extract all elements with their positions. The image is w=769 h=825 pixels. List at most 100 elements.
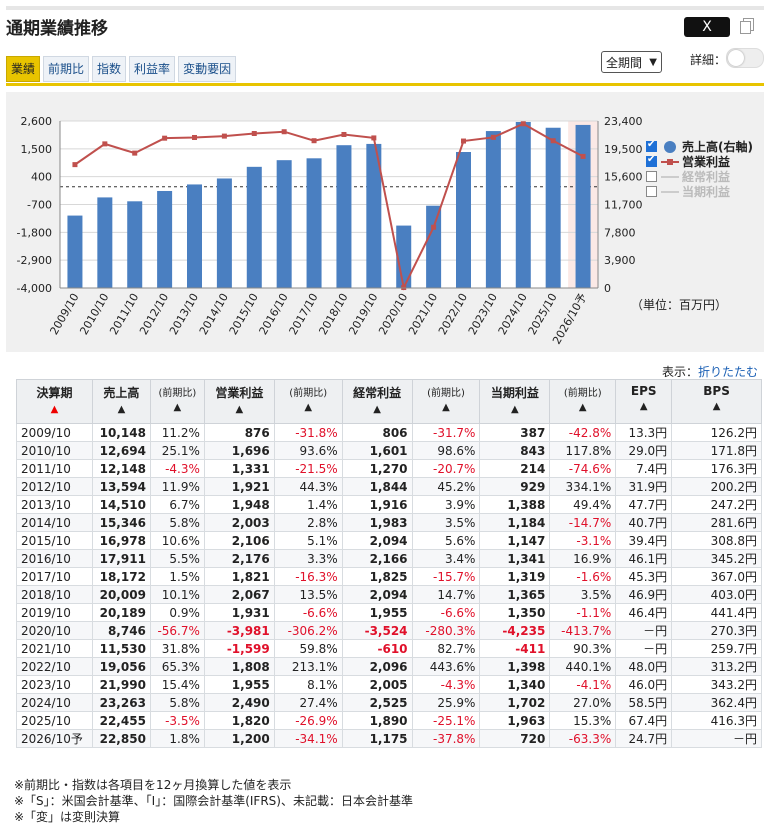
col-operating-yoy[interactable]: (前期比) ▲ [273, 379, 343, 424]
table-cell: -20.7% [411, 459, 481, 478]
table-cell: 24.7円 [615, 729, 673, 748]
operating-profit-point [251, 130, 257, 136]
period-select-value: 全期間 [606, 56, 643, 70]
table-cell: 806 [341, 423, 413, 442]
table-cell: 1,365 [479, 585, 551, 604]
table-cell: 2018/10 [16, 585, 93, 604]
legend-net[interactable]: 当期利益 [646, 184, 753, 199]
table-cell: 21,990 [91, 675, 151, 694]
table-cell: 39.4円 [615, 531, 673, 550]
earnings-chart: 2,600 23,400 1,500 19,500 400 15,600 -700 11,70… [17, 115, 643, 347]
right-tick-label: 11,700 [604, 199, 643, 212]
table-cell: 3.5% [549, 585, 617, 604]
operating-profit-point [162, 135, 168, 141]
table-cell: 17,911 [91, 549, 151, 568]
sales-bar [426, 205, 442, 288]
table-cell: 3.9% [411, 495, 481, 514]
table-cell: 10.6% [149, 531, 205, 550]
table-cell: 46.4円 [615, 603, 673, 622]
legend-operating-checkbox[interactable] [646, 154, 657, 167]
tab-yoy[interactable]: 前期比 [43, 56, 90, 82]
sales-bar [187, 184, 202, 288]
table-cell: 0.9% [149, 603, 205, 622]
table-cell: 20,009 [91, 585, 151, 604]
table-cell: 6.7% [149, 495, 205, 514]
table-cell: 46.0円 [615, 675, 673, 694]
table-cell: 59.8% [273, 639, 343, 658]
sales-bar [246, 166, 262, 288]
table-cell: 1,844 [341, 477, 413, 496]
table-cell: 2016/10 [16, 549, 93, 568]
table-cell: 2,176 [203, 549, 275, 568]
table-cell: 1,825 [341, 567, 413, 586]
table-cell: 47.7円 [615, 495, 673, 514]
table-cell: 5.8% [149, 513, 205, 532]
legend-sales[interactable]: 売上高(右軸) [646, 139, 753, 154]
table-cell: 247.2円 [671, 495, 762, 514]
detail-toggle[interactable] [726, 48, 764, 68]
tab-results[interactable]: 業績 [6, 56, 41, 82]
table-cell: 11.2% [149, 423, 205, 442]
table-cell: -3,981 [203, 621, 275, 640]
table-cell: -413.7% [549, 621, 617, 640]
table-row: 2020/10 8,746 -56.7% -3,981 -306.2% -3,524 -28… [16, 621, 762, 640]
table-cell: 1,200 [203, 729, 275, 748]
tab-margin[interactable]: 利益率 [129, 56, 176, 82]
period-select[interactable]: 全期間 ▼ [601, 51, 662, 73]
sales-bar [127, 201, 143, 288]
left-tick-label: -2,900 [17, 254, 52, 267]
top-divider [6, 6, 764, 10]
col-net[interactable]: 当期利益 ▲ [479, 379, 551, 424]
tab-index[interactable]: 指数 [92, 56, 127, 82]
copy-icon[interactable] [740, 18, 754, 34]
col-net-yoy[interactable]: (前期比) ▲ [549, 379, 617, 424]
col-operating[interactable]: 営業利益 ▲ [203, 379, 275, 424]
table-cell: 2009/10 [16, 423, 93, 442]
col-eps[interactable]: EPS ▲ [615, 379, 673, 424]
table-cell: 259.7円 [671, 639, 762, 658]
toggle-knob [728, 50, 744, 66]
tab-factors[interactable]: 変動要因 [178, 56, 237, 82]
table-cell: 2023/10 [16, 675, 93, 694]
table-cell: 1,341 [479, 549, 551, 568]
col-ordinary-yoy[interactable]: (前期比) ▲ [411, 379, 481, 424]
table-cell: -4.1% [549, 675, 617, 694]
table-cell: 7.4円 [615, 459, 673, 478]
col-sales-yoy[interactable]: (前期比) ▲ [149, 379, 205, 424]
right-tick-label: 3,900 [604, 254, 636, 267]
collapse-link[interactable]: 折りたたむ [698, 365, 759, 379]
sales-bar [545, 127, 561, 288]
table-cell: -3,524 [341, 621, 413, 640]
table-cell: 1,955 [341, 603, 413, 622]
legend-ordinary-checkbox[interactable] [646, 171, 657, 182]
table-cell: 1,696 [203, 441, 275, 460]
legend-net-checkbox[interactable] [646, 186, 657, 197]
table-row: 2013/10 14,510 6.7% 1,948 1.4% 1,916 3.9% 1,388… [16, 495, 762, 514]
legend-sales-checkbox[interactable] [646, 139, 657, 152]
legend-ordinary[interactable]: 経常利益 [646, 169, 753, 184]
operating-profit-point [132, 150, 138, 156]
left-tick-label: 1,500 [21, 143, 53, 156]
left-tick-label: 2,600 [21, 115, 53, 128]
table-row: 2019/10 20,189 0.9% 1,931 -6.6% 1,955 -6.6% 1,3… [16, 603, 762, 622]
legend-net-label: 当期利益 [682, 185, 731, 199]
table-header-row: 決算期 ▲ 売上高 ▲ (前期比) ▲ 営業利益 ▲ (前期比) ▲ 経常利益 ▲ (前期比… [16, 379, 762, 424]
table-row: 2018/10 20,009 10.1% 2,067 13.5% 2,094 14.7% 1,… [16, 585, 762, 604]
table-cell: 1,820 [203, 711, 275, 730]
table-cell: 11.9% [149, 477, 205, 496]
col-ordinary[interactable]: 経常利益 ▲ [341, 379, 413, 424]
table-cell: -14.7% [549, 513, 617, 532]
table-cell: -6.6% [273, 603, 343, 622]
chart-legend: 売上高(右軸) 営業利益 経常利益 当期利益 [646, 139, 753, 199]
table-cell: -1,599 [203, 639, 275, 658]
col-sales[interactable]: 売上高 ▲ [91, 379, 151, 424]
legend-operating[interactable]: 営業利益 [646, 154, 753, 169]
table-cell: 31.9円 [615, 477, 673, 496]
table-cell: -25.1% [411, 711, 481, 730]
table-cell: 13.3円 [615, 423, 673, 442]
col-bps[interactable]: BPS ▲ [671, 379, 762, 424]
x-share-button[interactable]: X [684, 17, 730, 37]
table-cell: 65.3% [149, 657, 205, 676]
table-cell: －円 [615, 639, 673, 658]
col-period[interactable]: 決算期 ▲ [16, 379, 93, 424]
